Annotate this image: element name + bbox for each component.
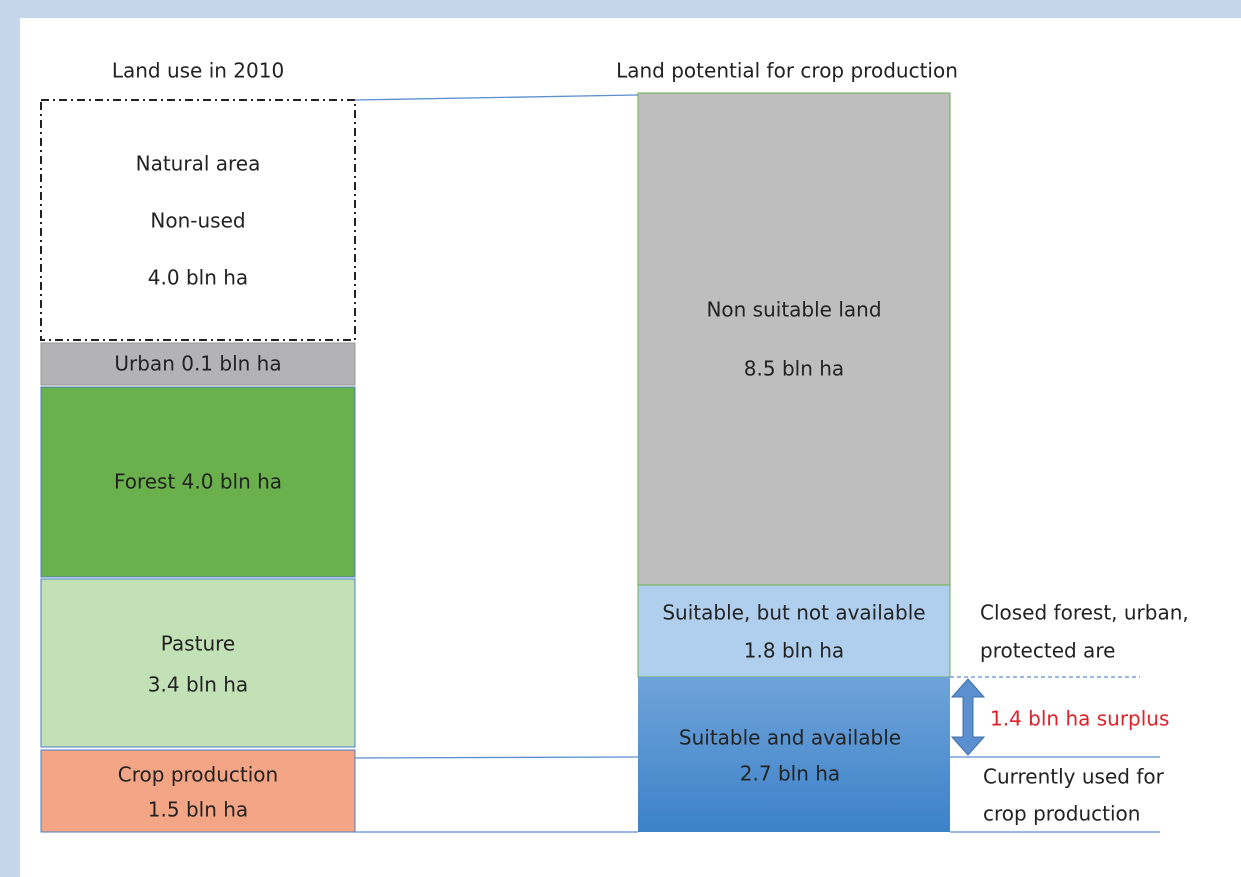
natural-box [40, 99, 356, 341]
label: 3.4 bln ha [148, 673, 248, 697]
note: crop production [983, 802, 1140, 826]
label: Suitable and available [679, 726, 901, 750]
double-arrow [950, 678, 986, 756]
note: Closed forest, urban, [980, 601, 1189, 625]
right-title: Land potential for crop production [616, 59, 958, 83]
non-suitable-box [637, 92, 951, 586]
label: Natural area [136, 152, 261, 176]
label: Forest 4.0 bln ha [114, 470, 282, 494]
forest-box [40, 386, 356, 578]
not-available-box [637, 584, 951, 678]
urban-box [40, 342, 356, 386]
label: Crop production [118, 763, 278, 787]
available-box [638, 677, 950, 832]
surplus-note: 1.4 bln ha surplus [990, 707, 1169, 731]
note: Currently used for [983, 765, 1165, 789]
crop-box [40, 749, 356, 833]
label: 1.8 bln ha [744, 639, 844, 663]
label: 8.5 bln ha [744, 357, 844, 381]
label: Non suitable land [706, 298, 881, 322]
connectors [354, 94, 1160, 833]
pasture-box [40, 578, 356, 748]
note: protected are [980, 639, 1115, 663]
label: 2.7 bln ha [740, 762, 840, 786]
left-title: Land use in 2010 [112, 59, 284, 83]
label: 4.0 bln ha [148, 266, 248, 290]
label: 1.5 bln ha [148, 798, 248, 822]
label: Pasture [161, 632, 235, 656]
label: Suitable, but not available [662, 601, 925, 625]
label: Urban 0.1 bln ha [114, 352, 281, 376]
label: Non-used [150, 209, 245, 233]
